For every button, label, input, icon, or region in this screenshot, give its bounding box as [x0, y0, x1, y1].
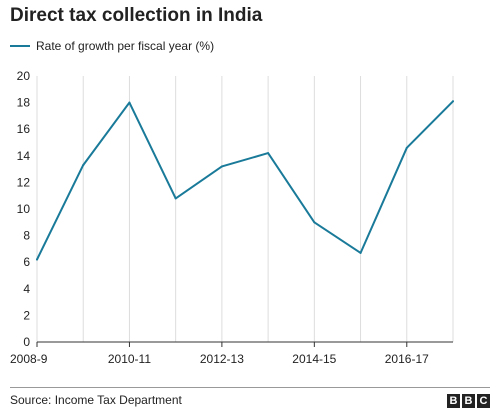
y-tick-label: 6: [23, 255, 30, 269]
data-point: [267, 152, 270, 155]
x-tick-label: 2016-17: [385, 352, 429, 366]
logo-letter: B: [462, 394, 475, 408]
y-tick-label: 10: [17, 202, 31, 216]
y-tick-label: 20: [17, 69, 31, 83]
y-tick-label: 2: [23, 308, 30, 322]
legend-label: Rate of growth per fiscal year (%): [36, 39, 215, 53]
y-tick-label: 14: [17, 149, 31, 163]
y-tick-label: 4: [23, 282, 30, 296]
data-point: [452, 100, 454, 103]
logo-letter: B: [447, 394, 460, 408]
source-note: Source: Income Tax Department: [10, 393, 182, 407]
x-tick-label: 2014-15: [292, 352, 336, 366]
y-tick-label: 16: [17, 122, 31, 136]
y-tick-label: 8: [23, 229, 30, 243]
x-tick-label: 2008-9: [10, 352, 48, 366]
x-axis: [36, 341, 453, 347]
data-point: [174, 197, 177, 200]
y-tick-label: 12: [17, 175, 31, 189]
data-point: [128, 101, 131, 104]
data-point: [220, 165, 223, 168]
y-axis-ticks: 0 2 4 6 8 10 12 14 16 18 20: [17, 69, 31, 349]
data-point: [405, 146, 408, 149]
bbc-logo: B B C: [447, 394, 490, 408]
legend-swatch: [10, 45, 30, 47]
x-tick-label: 2010-11: [108, 352, 151, 366]
data-point: [313, 221, 316, 224]
series-layer: [36, 100, 454, 261]
y-tick-label: 18: [17, 96, 31, 110]
data-point: [82, 164, 85, 167]
legend: Rate of growth per fiscal year (%): [10, 38, 214, 54]
data-point: [359, 251, 362, 254]
footer-divider: [10, 387, 490, 388]
chart-title: Direct tax collection in India: [10, 5, 263, 26]
x-tick-label: 2012-13: [200, 352, 244, 366]
data-point: [36, 258, 38, 261]
gridlines: [36, 76, 454, 342]
x-axis-ticks: 2008-9 2010-11 2012-13 2014-15 2016-17: [10, 352, 429, 366]
logo-letter: C: [477, 394, 490, 408]
y-tick-label: 0: [23, 335, 30, 349]
series-line: [36, 100, 454, 261]
